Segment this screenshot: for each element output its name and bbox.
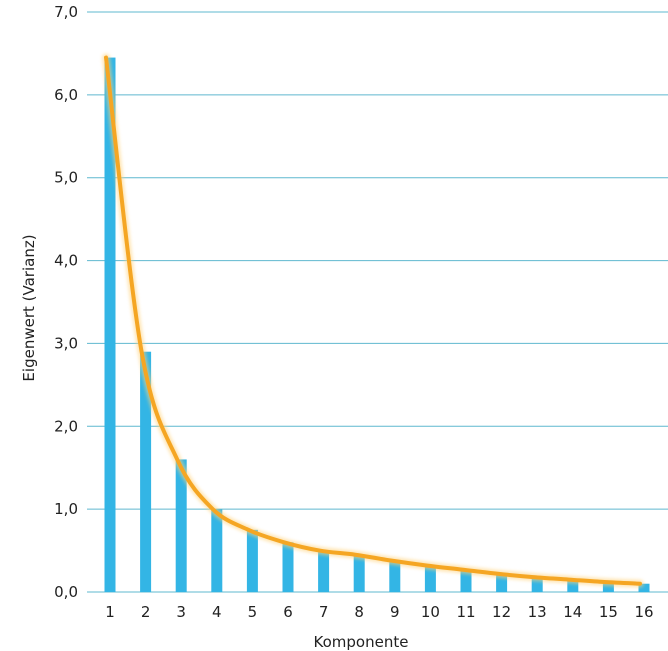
y-axis-ticks: 0,0 1,0 2,0 3,0 4,0 5,0 6,0 7,0 <box>54 3 78 601</box>
bar-component-13 <box>531 577 543 592</box>
curve-line <box>104 55 642 586</box>
y-tick-label: 1,0 <box>54 500 78 518</box>
bar-component-2 <box>140 351 152 592</box>
x-axis-title: Komponente <box>314 633 409 651</box>
bar-component-11 <box>460 569 472 592</box>
bar-component-1 <box>104 57 116 593</box>
y-axis-title: Eigenwert (Varianz) <box>20 234 38 381</box>
x-tick-label: 13 <box>528 603 547 621</box>
bar-component-4 <box>211 509 223 592</box>
bar-component-15 <box>602 582 614 592</box>
bar-component-6 <box>282 542 294 592</box>
y-tick-label: 3,0 <box>54 334 78 352</box>
bar-series <box>104 57 650 593</box>
x-tick-label: 1 <box>105 603 115 621</box>
y-tick-label: 7,0 <box>54 3 78 21</box>
x-tick-label: 5 <box>248 603 258 621</box>
bar-component-12 <box>496 573 508 592</box>
bar-component-16 <box>638 583 650 592</box>
bar-component-10 <box>424 565 436 592</box>
x-tick-label: 2 <box>141 603 151 621</box>
y-tick-label: 5,0 <box>54 169 78 187</box>
x-tick-label: 10 <box>421 603 440 621</box>
x-tick-label: 9 <box>390 603 400 621</box>
bar-component-3 <box>175 459 187 592</box>
x-tick-label: 16 <box>634 603 653 621</box>
x-tick-label: 15 <box>599 603 618 621</box>
x-tick-label: 12 <box>492 603 511 621</box>
y-tick-label: 0,0 <box>54 583 78 601</box>
x-tick-label: 11 <box>456 603 475 621</box>
y-tick-label: 6,0 <box>54 86 78 104</box>
x-tick-label: 6 <box>283 603 293 621</box>
x-tick-label: 4 <box>212 603 222 621</box>
bar-component-14 <box>567 579 579 592</box>
y-tick-label: 4,0 <box>54 252 78 270</box>
x-tick-label: 7 <box>319 603 329 621</box>
x-tick-label: 3 <box>176 603 186 621</box>
y-tick-label: 2,0 <box>54 417 78 435</box>
x-tick-label: 14 <box>563 603 582 621</box>
bar-component-5 <box>246 529 258 592</box>
x-tick-label: 8 <box>354 603 364 621</box>
bar-component-9 <box>389 560 401 592</box>
bar-component-8 <box>353 554 365 592</box>
x-axis-ticks: 1 2 3 4 5 6 7 8 9 10 11 12 13 14 15 16 <box>105 603 653 621</box>
bar-component-7 <box>318 550 330 592</box>
eigenvalue-curve <box>102 53 644 588</box>
grid-lines <box>87 11 668 593</box>
